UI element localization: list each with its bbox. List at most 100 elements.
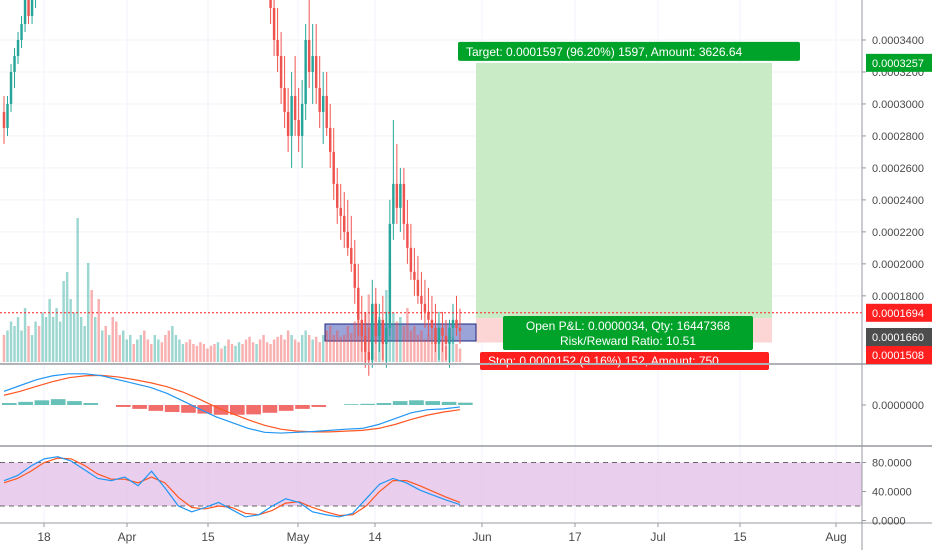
candle-body (293, 95, 297, 120)
position-labels[interactable]: Target: 0.0001597 (96.20%) 1597, Amount:… (458, 41, 800, 370)
candle-body (392, 183, 395, 224)
candle (2, 95, 6, 144)
volume-bar (234, 345, 237, 362)
candle-body (297, 119, 300, 136)
volume-bar (93, 317, 97, 362)
volume-bar (20, 330, 23, 362)
stop-label-background[interactable] (480, 352, 769, 370)
volume-bar (318, 342, 321, 362)
volume-bar (248, 336, 251, 362)
candle-body (395, 183, 399, 208)
candle-body (325, 95, 328, 128)
volume-bar (192, 344, 195, 362)
target-label-background[interactable] (458, 41, 800, 61)
candle (13, 47, 16, 88)
volume-bar (451, 336, 455, 362)
candle (16, 31, 20, 64)
open-pnl-label[interactable]: Open P&L: 0.0000034, Qty: 16447368 (526, 319, 730, 333)
candle-body (448, 327, 451, 344)
stop-label[interactable]: Stop: 0.0000152 (9.16%) 152, Amount: 750 (488, 354, 719, 368)
candle (353, 239, 356, 304)
time-axis[interactable]: 18 Apr 15 May 14 Jun 17 Jul 15 Aug (37, 523, 847, 544)
candle (441, 311, 444, 352)
candle (378, 303, 381, 352)
volume-bar (353, 321, 356, 362)
volume-bar (157, 339, 160, 362)
stochastic-pane (0, 456, 862, 518)
candle-body (381, 319, 385, 344)
candle-body (2, 111, 6, 128)
volume-bar (23, 308, 27, 362)
macd-histogram-bar (34, 400, 50, 405)
volume-bar (206, 348, 209, 362)
volume-bar (220, 348, 223, 362)
volume-bar (150, 344, 153, 362)
volume-bar (9, 321, 13, 362)
pnl-label-background[interactable] (503, 316, 753, 350)
price-badge-label: 0.0001508 (872, 350, 924, 362)
candle-body (27, 0, 30, 16)
candle-body (6, 103, 9, 128)
price-badge: 0.0001694 (866, 303, 932, 322)
candle-body (374, 303, 378, 336)
price-badge-label: 0.0001660 (872, 332, 924, 344)
macd-histogram-bar (18, 401, 33, 405)
candle-body (336, 183, 339, 208)
candle (395, 143, 399, 224)
volume-bar (188, 339, 192, 362)
volume-bar (392, 312, 395, 362)
candle-body (314, 55, 318, 88)
candle (367, 327, 371, 376)
candle (437, 311, 441, 360)
stochastic-tick-label: 80.0000 (872, 458, 912, 470)
candle-body (328, 127, 332, 152)
candle-body (441, 327, 444, 336)
macd-histogram-bar (2, 403, 17, 405)
stochastic-axis[interactable]: 80.0000 40.0000 0.0000 (862, 458, 912, 528)
volume-bar (343, 335, 346, 362)
target-profit-zone[interactable] (476, 62, 772, 319)
price-axis[interactable]: 0.00034000.00032000.00030000.00028000.00… (862, 35, 932, 364)
price-tick-label: 0.0002400 (872, 195, 924, 207)
stochastic-d-line (3, 457, 461, 517)
volume-bar (185, 342, 188, 362)
macd-histogram-bar (197, 405, 213, 414)
price-tick-label: 0.0002200 (872, 227, 924, 239)
candle-body (437, 327, 441, 344)
macd-histogram-bar (164, 405, 180, 413)
volume-bar (420, 330, 423, 362)
candle-body (458, 327, 462, 332)
volume-bar (279, 335, 283, 362)
position-tool[interactable] (324, 62, 772, 343)
candle-body (444, 335, 448, 344)
volume-bar (297, 342, 300, 362)
candle (20, 15, 23, 48)
macd-histogram-bar (181, 405, 196, 413)
volume-bar (108, 335, 111, 362)
volume-bar (164, 335, 167, 362)
candle-body (272, 7, 276, 40)
candle-body (16, 39, 20, 56)
macd-signal-line (3, 374, 461, 433)
macd-axis[interactable]: 0.0000000 (862, 400, 924, 412)
candle (444, 319, 448, 360)
volume-bar (321, 335, 325, 362)
price-tick-label: 0.0002800 (872, 131, 924, 143)
candle-body (350, 247, 353, 264)
volume-bar (167, 330, 171, 362)
risk-reward-label[interactable]: Risk/Reward Ratio: 10.51 (560, 334, 696, 348)
volume-bar (227, 339, 230, 362)
price-tick-label: 0.0003000 (872, 99, 924, 111)
volume-bar (265, 342, 269, 362)
candle-body (388, 223, 392, 328)
volume-bar (51, 317, 55, 362)
volume-bar (30, 335, 34, 362)
candle-body (276, 39, 279, 56)
volume-bar (230, 344, 234, 362)
target-label[interactable]: Target: 0.0001597 (96.20%) 1597, Amount:… (466, 45, 743, 59)
candle (364, 311, 367, 368)
candle (388, 199, 392, 336)
volume-bar (139, 335, 143, 362)
price-tick-label: 0.0001800 (872, 291, 924, 303)
